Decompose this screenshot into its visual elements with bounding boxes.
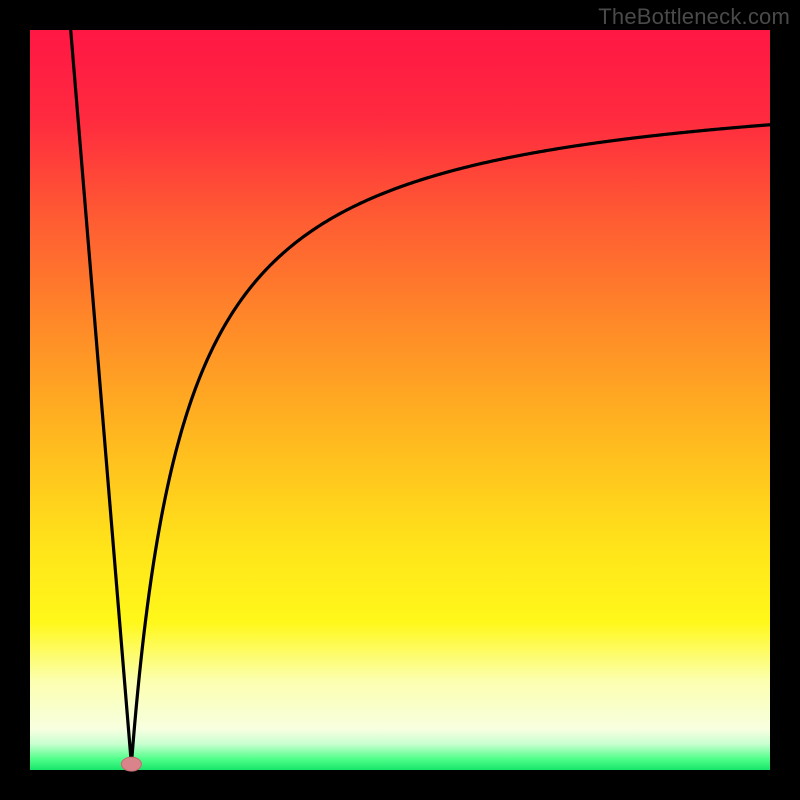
bottleneck-chart <box>0 0 800 800</box>
chart-container: TheBottleneck.com <box>0 0 800 800</box>
vertex-marker <box>121 757 141 771</box>
watermark-text: TheBottleneck.com <box>598 4 790 30</box>
